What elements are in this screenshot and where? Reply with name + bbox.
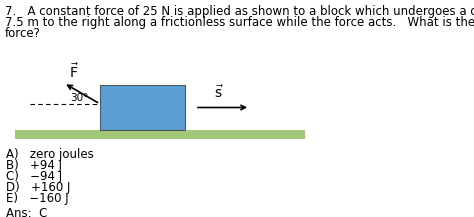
Text: 7.   A constant force of 25 N is applied as shown to a block which undergoes a d: 7. A constant force of 25 N is applied a… xyxy=(5,5,474,18)
Text: force?: force? xyxy=(5,27,41,40)
Text: 30°: 30° xyxy=(70,93,88,103)
Text: Ans:  C: Ans: C xyxy=(6,207,47,217)
Text: E)   −160 J: E) −160 J xyxy=(6,192,69,205)
Text: B)   +94 J: B) +94 J xyxy=(6,159,62,172)
Text: D)   +160 J: D) +160 J xyxy=(6,181,70,194)
Text: A)   zero joules: A) zero joules xyxy=(6,148,94,161)
Text: 7.5 m to the right along a frictionless surface while the force acts.   What is : 7.5 m to the right along a frictionless … xyxy=(5,16,474,29)
Text: $\vec{\mathsf{F}}$: $\vec{\mathsf{F}}$ xyxy=(69,62,79,81)
Text: $\vec{\mathsf{s}}$: $\vec{\mathsf{s}}$ xyxy=(215,85,225,102)
Bar xyxy=(100,85,185,130)
Text: C)   −94 J: C) −94 J xyxy=(6,170,62,183)
Bar xyxy=(15,130,305,139)
